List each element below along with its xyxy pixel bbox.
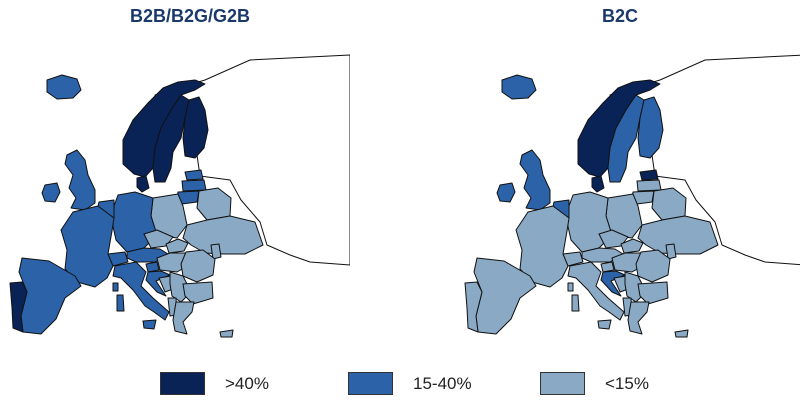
region-moldova (210, 243, 222, 260)
legend-swatch-mid (348, 372, 393, 395)
region-estonia (184, 169, 204, 181)
region-ireland (496, 182, 516, 203)
region-greece (172, 301, 195, 335)
region-latvia (181, 179, 207, 192)
region-finland (182, 96, 209, 159)
region-moldova (665, 243, 677, 260)
region-italy (112, 261, 170, 321)
legend-label-mid: 15-40% (413, 373, 472, 393)
region-finland (637, 96, 664, 159)
region-sardinia (116, 294, 125, 312)
region-cyprus (219, 329, 234, 338)
region-greece (627, 301, 650, 335)
region-corsica (567, 282, 574, 292)
region-sweden (152, 94, 190, 183)
legend-swatch-high (160, 372, 205, 395)
region-slovakia (165, 238, 189, 254)
region-romania (180, 249, 216, 283)
region-ukraine (182, 215, 264, 255)
legend-label-high: >40% (225, 373, 269, 393)
region-sicily (597, 319, 612, 330)
region-slovenia (145, 261, 160, 273)
region-portugal (9, 281, 28, 333)
region-estonia (639, 169, 659, 181)
map-b2c (464, 54, 800, 338)
legend-label-low: <15% (605, 373, 649, 393)
map-title-b2b: B2B/B2G/G2B (129, 6, 251, 26)
region-cyprus (674, 329, 689, 338)
region-italy (567, 261, 625, 321)
region-latvia (636, 179, 662, 192)
region-slovakia (620, 238, 644, 254)
region-belarus (651, 187, 687, 221)
region-sardinia (571, 294, 580, 312)
region-iceland (501, 74, 537, 100)
region-czechia (143, 229, 174, 249)
region-iceland (46, 74, 82, 100)
region-slovenia (600, 261, 615, 273)
region-france (515, 205, 570, 288)
region-denmark (591, 175, 605, 193)
region-ireland (41, 182, 61, 203)
map-title-b2c: B2C (601, 6, 638, 26)
region-belarus (196, 187, 232, 221)
region-ukraine (637, 215, 719, 255)
region-portugal (464, 281, 483, 333)
region-sweden (607, 94, 645, 183)
region-bulgaria (637, 281, 669, 305)
region-france (60, 205, 115, 288)
legend: >40% 15-40% <15% (0, 368, 800, 398)
region-sicily (142, 319, 157, 330)
legend-item-mid: 15-40% (348, 372, 472, 395)
legend-swatch-low (540, 372, 585, 395)
legend-item-high: >40% (160, 372, 269, 395)
region-uk (519, 149, 551, 211)
region-bulgaria (182, 281, 214, 305)
region-corsica (112, 282, 119, 292)
region-uk (64, 149, 96, 211)
map-b2b (9, 54, 350, 338)
legend-item-low: <15% (540, 372, 649, 395)
region-denmark (136, 175, 150, 193)
region-romania (635, 249, 671, 283)
region-czechia (598, 229, 629, 249)
